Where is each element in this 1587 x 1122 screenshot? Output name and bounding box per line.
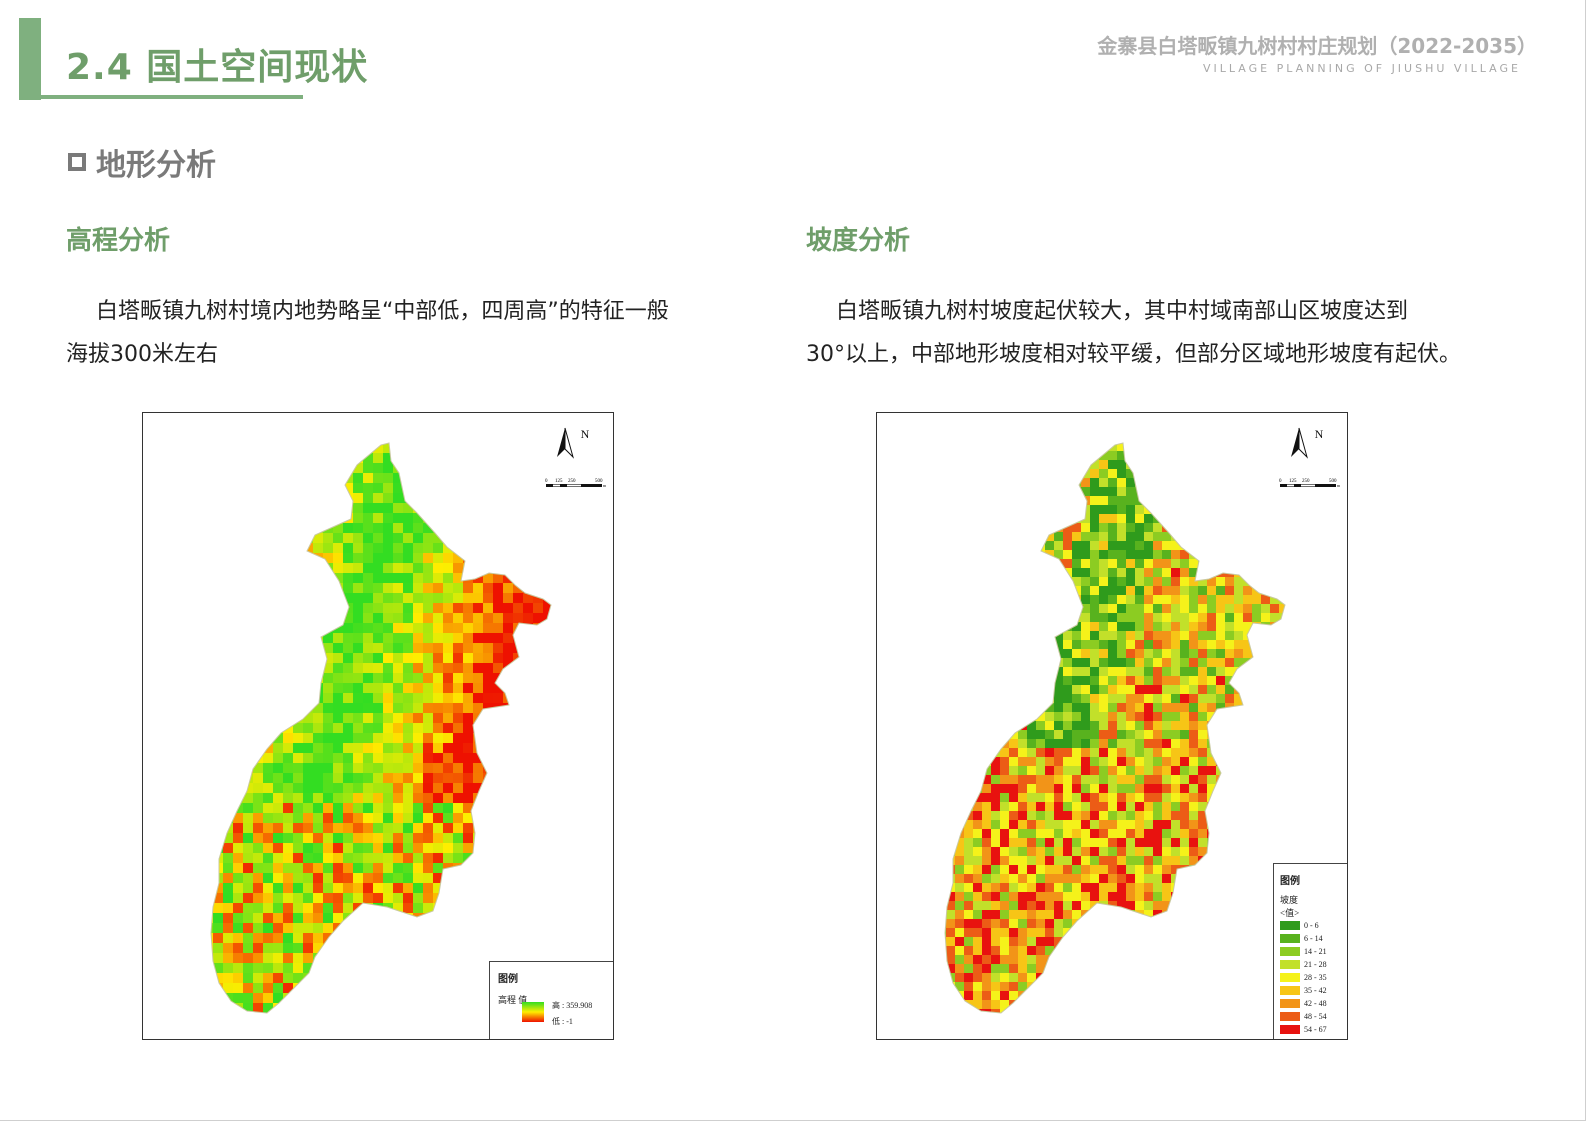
section-title: 2.4 国土空间现状 — [66, 47, 369, 88]
legend-swatch — [1280, 1012, 1300, 1021]
elevation-text-line1: 白塔畈镇九树村境内地势略呈“中部低，四周高”的特征一般 — [96, 299, 669, 324]
north-arrow-icon — [557, 427, 574, 459]
header-accent-bar — [19, 18, 41, 100]
legend-swatch — [1280, 986, 1300, 995]
north-label: N — [580, 427, 590, 441]
slope-raster — [944, 442, 1286, 1014]
north-label: N — [1314, 427, 1324, 441]
legend-class-row: 48 - 54 — [1280, 1010, 1347, 1023]
legend-class-label: 6 - 14 — [1304, 934, 1323, 943]
legend-class-label: 48 - 54 — [1304, 1012, 1327, 1021]
legend-swatch — [1280, 999, 1300, 1008]
slope-text-line1: 白塔畈镇九树村坡度起伏较大，其中村域南部山区坡度达到 — [836, 299, 1409, 324]
legend-swatch — [1280, 960, 1300, 969]
legend-swatch — [1280, 1025, 1300, 1034]
legend-class-label: 35 - 42 — [1304, 986, 1327, 995]
square-icon — [68, 153, 86, 171]
legend-class-row: 42 - 48 — [1280, 997, 1347, 1010]
scale-unit: m — [1337, 483, 1341, 488]
legend-low: 低 : -1 — [552, 1017, 573, 1026]
north-arrow: N — [553, 427, 613, 459]
legend-swatch — [1280, 934, 1300, 943]
elevation-raster — [210, 442, 552, 1014]
legend-field: 坡度 — [1280, 895, 1299, 905]
legend-title: 图例 — [498, 974, 518, 985]
scale-label: 250 — [568, 479, 576, 484]
legend-class-label: 21 - 28 — [1304, 960, 1327, 969]
subsection-title: 地形分析 — [96, 148, 216, 183]
legend-class-label: 28 - 35 — [1304, 973, 1327, 982]
legend-field: 高程 值 — [498, 995, 528, 1005]
elevation-gradient-swatch — [522, 1002, 544, 1022]
legend-rows: 0 - 6 6 - 14 14 - 21 21 - 28 28 - 35 35 - 42 4… — [1280, 919, 1347, 1036]
elevation-text-line2: 海拔300米左右 — [66, 342, 218, 367]
scale-label: 500 — [595, 479, 603, 484]
document-title: 金寨县白塔畈镇九树村村庄规划（2022-2035） — [1097, 34, 1537, 58]
legend-class-label: 14 - 21 — [1304, 947, 1327, 956]
north-arrow: N — [1287, 427, 1347, 459]
scale-label: 250 — [1302, 479, 1310, 484]
elevation-heading: 高程分析 — [66, 226, 171, 256]
slope-heading: 坡度分析 — [806, 226, 911, 256]
legend-value-label: <值> — [1280, 908, 1300, 918]
elevation-map: N 0 125 250 500 m 图例 高程 值 高 : 359.908 低 … — [142, 412, 614, 1040]
legend-swatch — [1280, 973, 1300, 982]
legend-title: 图例 — [1280, 876, 1300, 887]
legend-class-row: 14 - 21 — [1280, 945, 1347, 958]
slope-text-line2: 30°以上，中部地形坡度相对较平缓，但部分区域地形坡度有起伏。 — [806, 342, 1461, 367]
scale-label: 125 — [555, 479, 563, 484]
legend-swatch — [1280, 947, 1300, 956]
slope-map: N 0 125 250 500 m 图例 坡度 <值> 0 - 6 6 - 14 1… — [876, 412, 1348, 1040]
legend-class-row: 21 - 28 — [1280, 958, 1347, 971]
elevation-legend: 图例 高程 值 高 : 359.908 低 : -1 — [489, 961, 613, 1039]
legend-class-row: 6 - 14 — [1280, 932, 1347, 945]
legend-class-row: 0 - 6 — [1280, 919, 1347, 932]
scale-label: 0 — [545, 479, 548, 484]
scale-label: 500 — [1329, 479, 1337, 484]
header-accent-line — [41, 95, 303, 99]
scale-label: 0 — [1279, 479, 1282, 484]
scale-unit: m — [603, 483, 607, 488]
legend-class-label: 0 - 6 — [1304, 921, 1319, 930]
subsection-heading: 地形分析 — [68, 140, 216, 184]
scale-bar: 0 125 250 500 m — [545, 479, 607, 488]
elevation-description: 白塔畈镇九树村境内地势略呈“中部低，四周高”的特征一般 海拔300米左右 — [66, 290, 766, 376]
legend-class-row: 35 - 42 — [1280, 984, 1347, 997]
slope-legend: 图例 坡度 <值> 0 - 6 6 - 14 14 - 21 21 - 28 28 - … — [1273, 863, 1347, 1039]
legend-class-row: 28 - 35 — [1280, 971, 1347, 984]
scale-bar: 0 125 250 500 m — [1279, 479, 1341, 488]
scale-label: 125 — [1289, 479, 1297, 484]
north-arrow-icon — [1291, 427, 1308, 459]
legend-high: 高 : 359.908 — [552, 1001, 593, 1010]
legend-swatch — [1280, 921, 1300, 930]
legend-class-row: 54 - 67 — [1280, 1023, 1347, 1036]
legend-class-label: 54 - 67 — [1304, 1025, 1327, 1034]
document-subtitle: VILLAGE PLANNING OF JIUSHU VILLAGE — [1203, 62, 1521, 75]
slope-description: 白塔畈镇九树村坡度起伏较大，其中村域南部山区坡度达到 30°以上，中部地形坡度相… — [806, 290, 1526, 376]
legend-class-label: 42 - 48 — [1304, 999, 1327, 1008]
